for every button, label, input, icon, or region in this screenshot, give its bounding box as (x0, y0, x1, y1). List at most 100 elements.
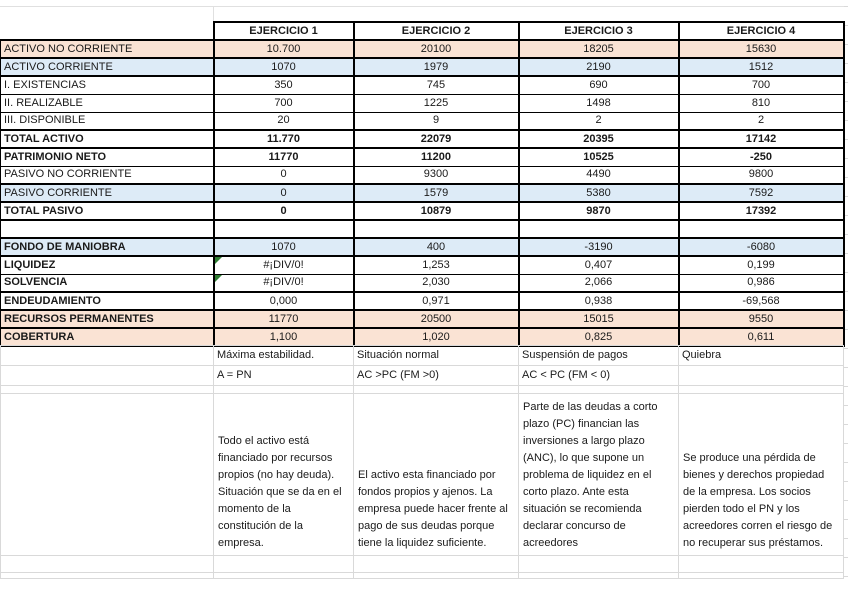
situation-title[interactable]: Máxima estabilidad. (213, 345, 354, 366)
value-cell[interactable]: 2 (518, 112, 680, 131)
value-cell[interactable]: 700 (678, 76, 845, 95)
value-cell[interactable]: 17142 (678, 130, 845, 149)
row-label[interactable]: ACTIVO NO CORRIENTE (0, 40, 215, 59)
row-label[interactable]: TOTAL PASIVO (0, 202, 215, 221)
note-cell[interactable] (518, 572, 679, 579)
note-cell[interactable] (353, 555, 519, 573)
value-cell[interactable] (678, 220, 845, 239)
value-cell[interactable]: 1,253 (353, 256, 520, 275)
note-cell[interactable] (353, 572, 519, 579)
value-cell[interactable]: 11.770 (213, 130, 355, 149)
value-cell[interactable]: 9800 (678, 166, 845, 185)
situation-title[interactable]: Situación normal (353, 345, 519, 366)
value-cell[interactable]: 350 (213, 76, 355, 95)
row-label[interactable]: COBERTURA (0, 328, 215, 347)
value-cell[interactable]: 10.700 (213, 40, 355, 59)
value-cell[interactable]: 11200 (353, 148, 520, 167)
value-cell[interactable]: 20 (213, 112, 355, 131)
value-cell[interactable]: 18205 (518, 40, 680, 59)
row-label[interactable]: PASIVO CORRIENTE (0, 184, 215, 203)
value-cell[interactable] (213, 220, 355, 239)
value-cell[interactable]: 2 (678, 112, 845, 131)
value-cell[interactable]: 1498 (518, 94, 680, 113)
note-cell[interactable] (0, 555, 214, 573)
corner-cell[interactable] (0, 22, 215, 41)
value-cell[interactable]: 17392 (678, 202, 845, 221)
value-cell[interactable]: 400 (353, 238, 520, 257)
value-cell[interactable]: 690 (518, 76, 680, 95)
value-cell[interactable]: 2190 (518, 58, 680, 77)
value-cell[interactable]: 11770 (213, 310, 355, 329)
row-label[interactable]: III. DISPONIBLE (0, 112, 215, 131)
value-cell[interactable]: 4490 (518, 166, 680, 185)
note-cell[interactable] (0, 365, 214, 386)
value-cell[interactable]: 0,611 (678, 328, 845, 347)
value-cell[interactable]: 810 (678, 94, 845, 113)
value-cell[interactable]: 0,971 (353, 292, 520, 311)
value-cell[interactable]: 7592 (678, 184, 845, 203)
row-label[interactable]: I. EXISTENCIAS (0, 76, 215, 95)
row-label[interactable]: FONDO DE MANIOBRA (0, 238, 215, 257)
column-header-ejercicio-3[interactable]: EJERCICIO 3 (517, 21, 680, 41)
note-cell[interactable] (353, 385, 519, 394)
analysis-paragraph-ejercicio-3[interactable]: Parte de las deudas a corto plazo (PC) f… (518, 393, 679, 556)
value-cell[interactable]: #¡DIV/0! (213, 256, 355, 275)
note-cell[interactable] (0, 572, 214, 579)
note-cell[interactable] (678, 572, 844, 579)
value-cell[interactable]: 1,020 (353, 328, 520, 347)
row-label[interactable]: ACTIVO CORRIENTE (0, 58, 215, 77)
row-label[interactable]: SOLVENCIA (0, 274, 215, 293)
value-cell[interactable]: 9870 (518, 202, 680, 221)
value-cell[interactable]: 0,825 (518, 328, 680, 347)
note-cell[interactable] (678, 385, 844, 394)
value-cell[interactable]: 1070 (213, 58, 355, 77)
note-cell[interactable] (213, 572, 354, 579)
value-cell[interactable]: 5380 (518, 184, 680, 203)
column-header-ejercicio-2[interactable]: EJERCICIO 2 (352, 21, 520, 41)
value-cell[interactable]: #¡DIV/0! (213, 274, 355, 293)
value-cell[interactable]: 10525 (518, 148, 680, 167)
row-label[interactable]: RECURSOS PERMANENTES (0, 310, 215, 329)
row-label[interactable]: PATRIMONIO NETO (0, 148, 215, 167)
value-cell[interactable]: -3190 (518, 238, 680, 257)
value-cell[interactable]: 22079 (353, 130, 520, 149)
situation-formula[interactable] (678, 365, 844, 386)
value-cell[interactable]: -6080 (678, 238, 845, 257)
value-cell[interactable]: 2,030 (353, 274, 520, 293)
situation-formula[interactable]: AC >PC (FM >0) (353, 365, 519, 386)
value-cell[interactable]: 0 (213, 166, 355, 185)
note-cell[interactable] (518, 555, 679, 573)
note-cell[interactable] (213, 385, 354, 394)
value-cell[interactable]: 15015 (518, 310, 680, 329)
note-cell[interactable] (0, 385, 214, 394)
value-cell[interactable]: 20100 (353, 40, 520, 59)
value-cell[interactable] (518, 220, 680, 239)
situation-formula[interactable]: AC < PC (FM < 0) (518, 365, 679, 386)
analysis-paragraph-ejercicio-1[interactable]: Todo el activo está financiado por recur… (213, 393, 354, 556)
note-cell[interactable] (678, 555, 844, 573)
value-cell[interactable]: 1,100 (213, 328, 355, 347)
analysis-paragraph-ejercicio-2[interactable]: El activo esta financiado por fondos pro… (353, 393, 519, 556)
row-label[interactable]: II. REALIZABLE (0, 94, 215, 113)
situation-formula[interactable]: A = PN (213, 365, 354, 386)
value-cell[interactable]: 1512 (678, 58, 845, 77)
value-cell[interactable]: 1070 (213, 238, 355, 257)
value-cell[interactable]: 9300 (353, 166, 520, 185)
value-cell[interactable]: 9 (353, 112, 520, 131)
situation-title[interactable]: Quiebra (678, 345, 844, 366)
value-cell[interactable]: 1979 (353, 58, 520, 77)
row-label[interactable] (0, 220, 215, 239)
value-cell[interactable]: 0,407 (518, 256, 680, 275)
note-cell[interactable] (213, 555, 354, 573)
note-cell[interactable] (0, 345, 214, 366)
value-cell[interactable] (353, 220, 520, 239)
value-cell[interactable]: 1579 (353, 184, 520, 203)
value-cell[interactable]: 0 (213, 184, 355, 203)
row-label[interactable]: PASIVO NO CORRIENTE (0, 166, 215, 185)
value-cell[interactable]: 2,066 (518, 274, 680, 293)
column-header-ejercicio-4[interactable]: EJERCICIO 4 (677, 21, 845, 41)
analysis-paragraph-ejercicio-4[interactable]: Se produce una pérdida de bienes y derec… (678, 393, 844, 556)
value-cell[interactable]: 15630 (678, 40, 845, 59)
value-cell[interactable]: 745 (353, 76, 520, 95)
column-header-ejercicio-1[interactable]: EJERCICIO 1 (212, 21, 355, 41)
